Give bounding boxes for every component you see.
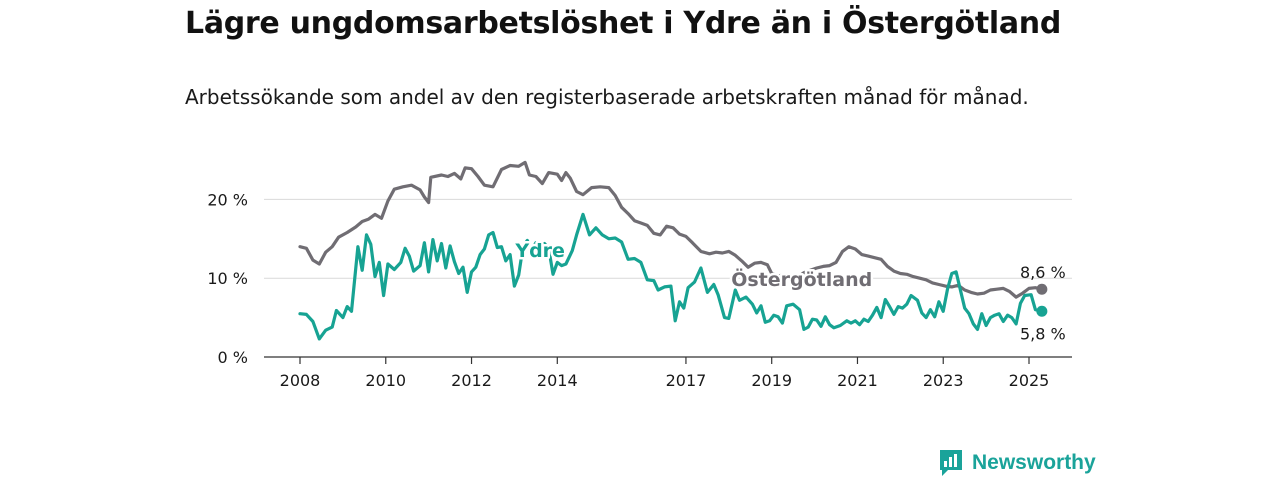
chart-subtitle: Arbetssökande som andel av den registerb… <box>185 85 1029 109</box>
y-tick-label: 20 % <box>207 190 248 209</box>
gridlines <box>264 198 1072 279</box>
x-tick-label: 2023 <box>923 371 964 390</box>
end-value-label: 8,6 % <box>1020 263 1066 282</box>
newsworthy-logo-icon <box>940 450 962 476</box>
newsworthy-brand: Newsworthy <box>938 449 1096 477</box>
end-value-label: 5,8 % <box>1020 324 1066 343</box>
series-labels: 8,6 % 5,8 % Ydre Östergötland <box>512 237 1066 343</box>
series-name-label: Östergötland <box>731 267 872 291</box>
x-tick-label: 2017 <box>666 371 707 390</box>
series-endpoint--sterg-tland <box>1036 283 1048 295</box>
series-name-label: Ydre <box>514 240 565 262</box>
x-tick-label: 2021 <box>837 371 878 390</box>
series-line-ydre <box>298 212 1044 341</box>
series-endpoint-ydre <box>1036 305 1048 317</box>
x-tick-label: 2025 <box>1009 371 1050 390</box>
x-tick-label: 2019 <box>751 371 792 390</box>
y-tick-label: 10 % <box>207 269 248 288</box>
x-tick-label: 2008 <box>280 371 321 390</box>
series-line--sterg-tland <box>298 160 1044 299</box>
x-tick-label: 2014 <box>537 371 578 390</box>
x-axis: 2008 2010 2012 2014 2017 2019 2021 2023 2025 <box>264 356 1072 390</box>
x-tick-label: 2010 <box>365 371 406 390</box>
x-tick-label: 2012 <box>451 371 492 390</box>
y-tick-label: 0 % <box>218 348 248 367</box>
chart-title: Lägre ungdomsarbetslöshet i Ydre än i Ös… <box>185 6 1062 41</box>
y-axis: 0 % 10 % 20 % <box>207 190 248 367</box>
series-lines <box>298 160 1048 341</box>
newsworthy-logo-text: Newsworthy <box>972 451 1096 474</box>
